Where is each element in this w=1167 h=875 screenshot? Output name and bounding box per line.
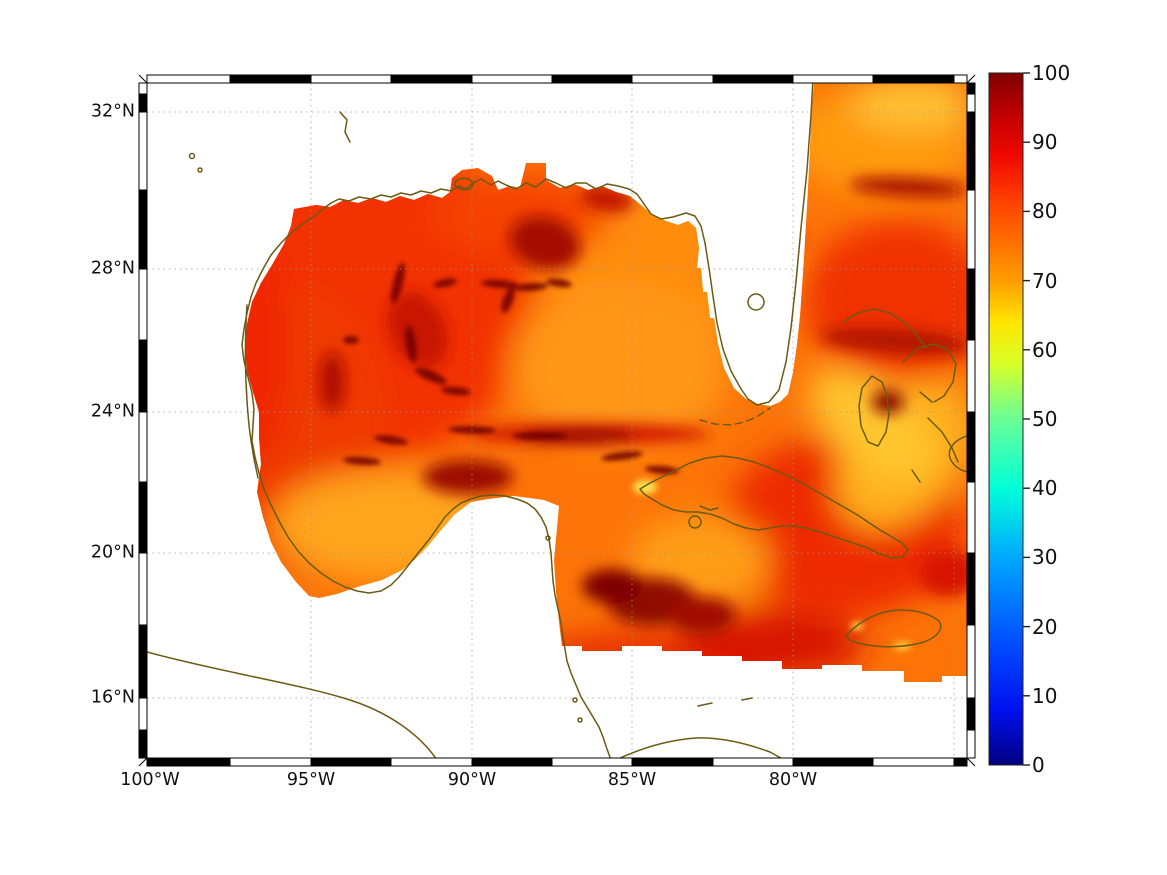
gridlines xyxy=(147,83,967,758)
colorbar-tick-label: 100 xyxy=(1032,61,1071,85)
heatmap-field xyxy=(245,83,967,682)
y-tick-label: 16°N xyxy=(90,687,135,708)
x-tick-label: 85°W xyxy=(607,770,657,790)
colorbar-tick-label: 0 xyxy=(1032,753,1045,777)
y-tick-label: 20°N xyxy=(90,542,135,563)
y-tick-label: 24°N xyxy=(90,401,135,422)
x-tick-label: 90°W xyxy=(447,770,497,790)
x-tick-label: 95°W xyxy=(286,770,336,790)
coastline-mexico-pacific xyxy=(147,651,437,758)
coastline-hispaniola xyxy=(948,435,967,473)
coastline-bahamas xyxy=(842,308,927,349)
x-tick-label: 80°W xyxy=(768,770,818,790)
colorbar-tick-label: 50 xyxy=(1032,407,1058,431)
colorbar-tick-label: 40 xyxy=(1032,476,1058,501)
colorbar-tick-label: 90 xyxy=(1032,130,1058,155)
colorbar-tick-label: 20 xyxy=(1032,614,1058,639)
y-tick-label: 32°N xyxy=(90,101,135,122)
coastline-honduras xyxy=(618,737,783,758)
colorbar-tick-label: 10 xyxy=(1032,683,1058,708)
colorbar-tick-label: 30 xyxy=(1032,545,1058,570)
coastline-jamaica xyxy=(845,609,942,648)
y-tick-label: 28°N xyxy=(90,258,135,279)
coastline-layer xyxy=(147,83,967,758)
coastline-lake-okeechobee xyxy=(747,293,765,311)
map-frame xyxy=(138,74,976,767)
x-tick-label: 100°W xyxy=(120,770,180,790)
coastline-cuba xyxy=(639,455,909,559)
coastline-laguna-madre xyxy=(244,304,259,479)
coastline-continent xyxy=(241,83,814,758)
colorbar xyxy=(988,72,1030,766)
coastline-florida-keys xyxy=(699,407,771,426)
colorbar-tick-label: 80 xyxy=(1032,199,1058,224)
coastline-isle-of-youth xyxy=(688,515,702,529)
colorbar-tick-label: 60 xyxy=(1032,337,1058,362)
colorbar-tick-label: 70 xyxy=(1032,268,1058,293)
